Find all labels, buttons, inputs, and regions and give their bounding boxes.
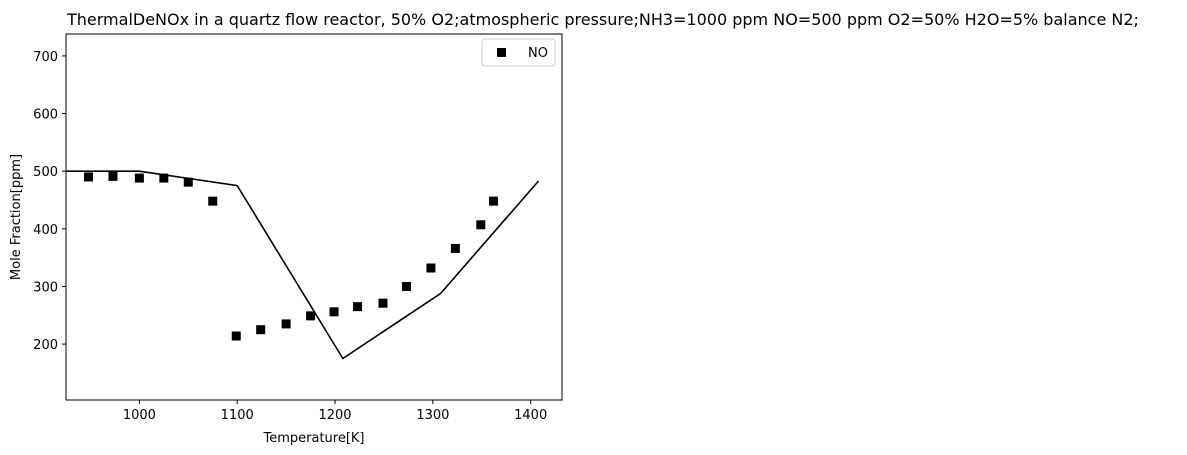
- legend-label-no: NO: [528, 46, 548, 61]
- y-tick-label: 400: [33, 223, 58, 238]
- data-point: [329, 307, 339, 317]
- x-axis-label: Temperature[K]: [262, 431, 364, 446]
- data-point: [134, 173, 144, 183]
- y-axis: 200 300 400 500 600 700: [33, 50, 66, 353]
- legend-marker-no: [497, 48, 506, 57]
- series-lines: [66, 170, 540, 360]
- data-point: [489, 196, 499, 206]
- x-axis: 1000 1100 1200 1300 1400: [123, 400, 547, 423]
- data-point: [108, 171, 118, 181]
- x-tick-label: 1300: [416, 408, 449, 423]
- data-point: [281, 319, 291, 329]
- data-point: [84, 172, 94, 182]
- legend: NO: [481, 38, 556, 67]
- data-point: [159, 173, 169, 183]
- chart-title: ThermalDeNOx in a quartz flow reactor, 5…: [66, 10, 1139, 29]
- y-axis-label: Mole Fraction[ppm]: [9, 154, 24, 280]
- data-point: [401, 281, 411, 291]
- x-tick-label: 1100: [221, 408, 254, 423]
- x-tick-label: 1000: [123, 408, 156, 423]
- x-tick-label: 1200: [318, 408, 351, 423]
- data-point: [353, 302, 363, 312]
- plot-area: [65, 33, 563, 401]
- model-line: [66, 170, 540, 360]
- series-points: [84, 171, 499, 341]
- legend-box: [481, 38, 556, 67]
- data-point: [183, 177, 193, 187]
- y-tick-label: 300: [33, 280, 58, 295]
- y-tick-label: 600: [33, 108, 58, 123]
- y-tick-label: 200: [33, 338, 58, 353]
- data-point: [378, 298, 388, 308]
- data-point: [426, 263, 436, 273]
- x-tick-label: 1400: [514, 408, 547, 423]
- data-point: [256, 325, 266, 335]
- data-point: [476, 220, 486, 230]
- data-point: [450, 243, 460, 253]
- data-point: [231, 331, 241, 341]
- data-point: [306, 311, 316, 321]
- data-point: [208, 196, 218, 206]
- y-tick-label: 500: [33, 165, 58, 180]
- y-tick-label: 700: [33, 50, 58, 65]
